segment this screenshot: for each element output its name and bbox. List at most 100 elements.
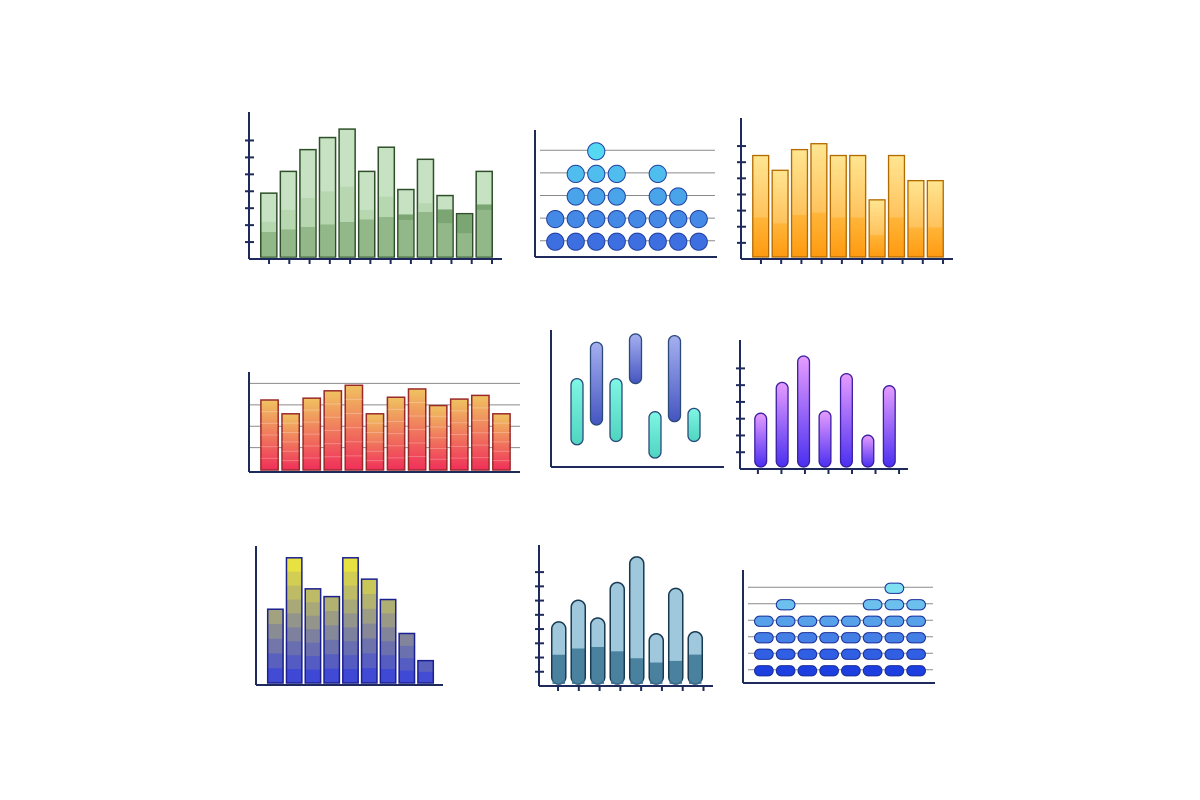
dot [546, 209, 565, 229]
bar [449, 398, 469, 471]
bar [417, 659, 435, 684]
bar [323, 595, 341, 684]
pill [797, 665, 818, 677]
bar-highlight [792, 150, 807, 216]
bar [428, 404, 448, 471]
bar-highlight [831, 156, 846, 218]
bar-highlight [811, 144, 826, 213]
bar-band [305, 602, 321, 617]
bar-mid-segment [476, 209, 492, 256]
dot [607, 232, 626, 251]
pill [906, 648, 926, 660]
bar-mid-segment [281, 209, 296, 256]
bar-lower-segment [610, 651, 624, 684]
pill [841, 665, 861, 677]
bar-band [324, 639, 340, 655]
dot [689, 209, 708, 229]
chart-9 [742, 570, 935, 684]
bar [829, 154, 847, 258]
bar [752, 154, 770, 258]
bar [810, 143, 828, 258]
range-bar [609, 377, 623, 443]
dot [566, 164, 585, 184]
bar-mid-segment [300, 197, 316, 256]
bar [790, 148, 809, 258]
bar-band [380, 613, 396, 628]
bar-mid-segment [359, 209, 374, 256]
pill [797, 615, 818, 627]
bar-band [342, 669, 359, 684]
dot [566, 232, 585, 251]
dot [669, 209, 688, 229]
pill [906, 615, 926, 627]
bar-lower-segment [571, 648, 585, 684]
bar-band [324, 596, 340, 612]
bar-band [361, 608, 377, 625]
bar [407, 388, 427, 471]
bar-band [324, 625, 340, 641]
bar-band [399, 645, 415, 659]
bar-mid-segment [320, 191, 335, 256]
bar-band [342, 613, 359, 628]
pill [775, 632, 796, 644]
bar [304, 588, 322, 684]
pill [819, 648, 839, 660]
bar-band [305, 642, 321, 657]
bar-band [305, 615, 321, 630]
bar-band [267, 653, 284, 669]
pill [884, 648, 905, 660]
chart-5 [550, 330, 724, 468]
bar-band [342, 655, 359, 670]
bar-mid-segment [379, 196, 394, 256]
bar-band [267, 638, 284, 654]
bar-band [342, 571, 359, 587]
bar [360, 578, 378, 684]
dot [628, 209, 647, 229]
bar-band [342, 599, 359, 614]
dot [648, 187, 667, 206]
bar-mid-segment [261, 221, 277, 256]
bar-band [286, 655, 302, 670]
bar-band [305, 656, 321, 671]
dot [628, 232, 647, 251]
bar [323, 390, 343, 471]
pill [775, 599, 796, 611]
pill [884, 632, 905, 644]
bar-mid-segment [418, 203, 433, 256]
bar-band [361, 623, 377, 639]
bar-highlight [753, 156, 768, 218]
pill [754, 648, 774, 660]
bar-band [361, 638, 377, 654]
chart-7 [255, 546, 443, 686]
bar-band [286, 669, 302, 684]
range-bar [667, 334, 682, 423]
pill [906, 665, 926, 677]
bar-band [342, 627, 359, 642]
bar-band [361, 593, 377, 610]
bar-band [380, 627, 396, 642]
dot [669, 232, 688, 251]
bar [926, 179, 944, 258]
bar-band [361, 579, 377, 595]
dot [587, 232, 606, 251]
bar-band [286, 557, 302, 573]
bar [907, 179, 925, 258]
pill [862, 648, 883, 660]
dot [648, 232, 667, 251]
pill [884, 582, 905, 594]
bar-band [305, 629, 321, 644]
bar-highlight [850, 156, 865, 218]
bar [386, 396, 406, 471]
bar-band [286, 613, 302, 628]
pill [775, 615, 796, 627]
pill [906, 599, 926, 611]
bar-highlight [889, 156, 904, 218]
bar [285, 557, 303, 684]
chart-1 [245, 112, 502, 264]
pill [862, 615, 883, 627]
bar [260, 399, 279, 471]
bar [868, 199, 886, 258]
bar [344, 384, 364, 471]
bar-band [305, 588, 321, 603]
